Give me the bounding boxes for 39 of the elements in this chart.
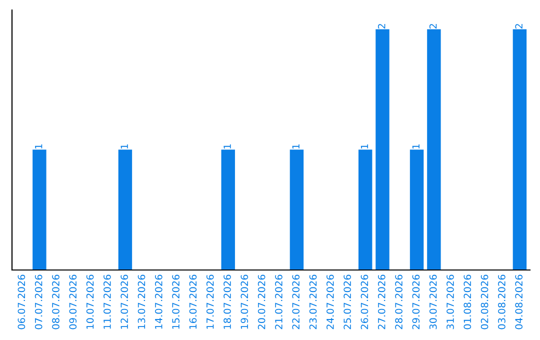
x-tick-label: 18.07.2026 [224, 274, 231, 329]
x-tick-label: 17.07.2026 [206, 274, 214, 329]
x-tick-label: 19.07.2026 [240, 274, 248, 329]
data-label: 1 [412, 144, 420, 149]
x-tick-label: 20.07.2026 [258, 274, 266, 330]
data-label: 2 [429, 24, 437, 29]
x-tick-label: 25.07.2026 [344, 274, 352, 330]
data-label: 2 [515, 24, 522, 29]
x-tick-label: 28.07.2026 [395, 274, 402, 330]
data-label: 1 [224, 144, 231, 149]
x-tick-label: 07.07.2026 [34, 274, 42, 330]
x-tick-label: 14.07.2026 [154, 274, 162, 329]
x-tick-label: 04.08.2026 [515, 274, 523, 330]
x-tick-label: 03.08.2026 [498, 274, 506, 330]
x-tick-label: 01.08.2026 [464, 274, 472, 330]
x-tick-label: 26.07.2026 [360, 274, 368, 330]
x-tick-label: 13.07.2026 [138, 274, 146, 329]
x-tick-label: 12.07.2026 [120, 274, 128, 329]
x-tick-label: 11.07.2026 [104, 274, 111, 329]
data-label: 2 [378, 24, 386, 29]
data-label: 1 [360, 144, 368, 149]
x-tick-label: 22.07.2026 [292, 274, 300, 330]
x-tick-label: 23.07.2026 [309, 274, 317, 330]
data-label: 1 [120, 144, 128, 149]
x-tick-label: 10.07.2026 [86, 274, 94, 329]
x-tick-label: 31.07.2026 [446, 274, 454, 330]
x-tick-label: 15.07.2026 [172, 274, 180, 329]
x-tick-label: 16.07.2026 [189, 274, 197, 329]
x-tick-label: 27.07.2026 [378, 274, 386, 330]
data-label: 1 [35, 144, 42, 149]
x-tick-label: 02.08.2026 [480, 274, 488, 330]
data-label: 1 [292, 144, 300, 149]
x-tick-label: 09.07.2026 [69, 274, 77, 330]
x-tick-label: 21.07.2026 [275, 274, 282, 330]
x-tick-label: 24.07.2026 [326, 274, 334, 330]
x-tick-label: 08.07.2026 [52, 274, 60, 330]
x-tick-label: 30.07.2026 [429, 274, 437, 330]
x-tick-label: 06.07.2026 [18, 274, 26, 330]
x-tick-label: 29.07.2026 [412, 274, 420, 330]
